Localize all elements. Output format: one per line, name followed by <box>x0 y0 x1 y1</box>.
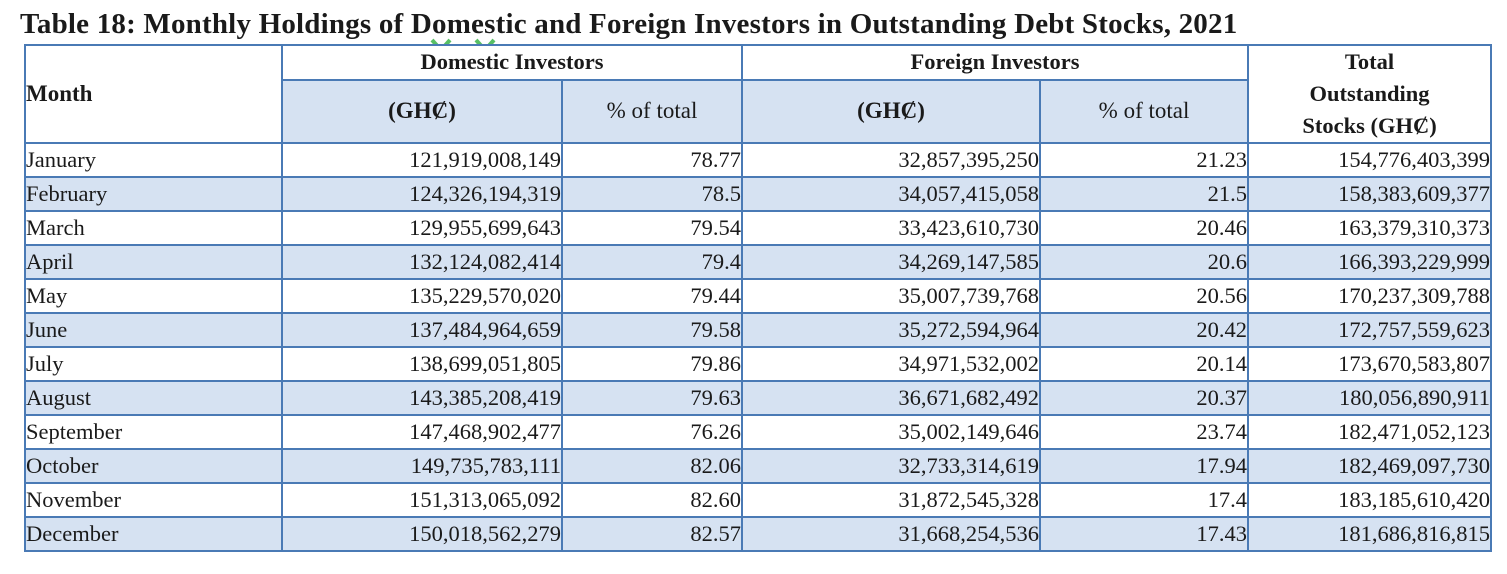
total-amount-cell: 173,670,583,807 <box>1247 346 1493 382</box>
domestic-ghc-header: (GHȻ) <box>281 78 563 145</box>
foreign-amount-cell: 34,269,147,585 <box>741 244 1041 280</box>
foreign-pct-cell: 17.94 <box>1038 448 1250 484</box>
total-header-line: Outstanding <box>1309 81 1430 106</box>
total-amount-cell: 163,379,310,373 <box>1247 210 1493 246</box>
foreign-pct-cell: 21.5 <box>1038 176 1250 212</box>
foreign-pct-cell: 20.6 <box>1038 244 1250 280</box>
domestic-pct-cell: 79.58 <box>561 312 743 348</box>
total-amount-cell: 181,686,816,815 <box>1247 516 1493 552</box>
total-amount-cell: 172,757,559,623 <box>1247 312 1493 348</box>
month-cell: June <box>24 312 283 348</box>
month-column-header: Month <box>24 44 283 144</box>
table-row: May 135,229,570,020 79.44 35,007,739,768 20.… <box>24 278 1493 314</box>
domestic-pct-cell: 79.44 <box>561 278 743 314</box>
domestic-pct-cell: 78.5 <box>561 176 743 212</box>
foreign-pct-cell: 17.43 <box>1038 516 1250 552</box>
foreign-pct-cell: 23.74 <box>1038 414 1250 450</box>
total-amount-cell: 166,393,229,999 <box>1247 244 1493 280</box>
domestic-amount-cell: 151,313,065,092 <box>281 482 563 518</box>
month-cell: November <box>24 482 283 518</box>
month-cell: January <box>24 142 283 178</box>
domestic-pct-cell: 79.4 <box>561 244 743 280</box>
month-cell: February <box>24 176 283 212</box>
table-row: January 121,919,008,149 78.77 32,857,395,25… <box>24 142 1493 178</box>
domestic-pct-cell: 82.60 <box>561 482 743 518</box>
month-cell: August <box>24 380 283 416</box>
foreign-pct-cell: 17.4 <box>1038 482 1250 518</box>
domestic-pct-cell: 82.06 <box>561 448 743 484</box>
table-row: June 137,484,964,659 79.58 35,272,594,964 20… <box>24 312 1493 348</box>
total-amount-cell: 158,383,609,377 <box>1247 176 1493 212</box>
month-cell: April <box>24 244 283 280</box>
foreign-amount-cell: 31,668,254,536 <box>741 516 1041 552</box>
foreign-amount-cell: 35,007,739,768 <box>741 278 1041 314</box>
domestic-amount-cell: 149,735,783,111 <box>281 448 563 484</box>
domestic-pct-cell: 79.86 <box>561 346 743 382</box>
table-row: August 143,385,208,419 79.63 36,671,682,492… <box>24 380 1493 416</box>
foreign-ghc-header: (GHȻ) <box>741 78 1041 145</box>
foreign-amount-cell: 36,671,682,492 <box>741 380 1041 416</box>
foreign-pct-cell: 20.37 <box>1038 380 1250 416</box>
domestic-amount-cell: 124,326,194,319 <box>281 176 563 212</box>
month-cell: December <box>24 516 283 552</box>
domestic-amount-cell: 129,955,699,643 <box>281 210 563 246</box>
foreign-amount-cell: 33,423,610,730 <box>741 210 1041 246</box>
table-row: February 124,326,194,319 78.5 34,057,415,05… <box>24 176 1493 212</box>
domestic-pct-cell: 79.54 <box>561 210 743 246</box>
month-cell: March <box>24 210 283 246</box>
table-row: April 132,124,082,414 79.4 34,269,147,585 20… <box>24 244 1493 280</box>
table-row: November 151,313,065,092 82.60 31,872,545,3… <box>24 482 1493 518</box>
domestic-amount-cell: 132,124,082,414 <box>281 244 563 280</box>
foreign-amount-cell: 35,272,594,964 <box>741 312 1041 348</box>
table-title: Table 18: Monthly Holdings of Domestic a… <box>20 8 1238 40</box>
total-amount-cell: 183,185,610,420 <box>1247 482 1493 518</box>
domestic-amount-cell: 143,385,208,419 <box>281 380 563 416</box>
foreign-amount-cell: 35,002,149,646 <box>741 414 1041 450</box>
domestic-amount-cell: 135,229,570,020 <box>281 278 563 314</box>
foreign-pct-cell: 20.46 <box>1038 210 1250 246</box>
table-row: July 138,699,051,805 79.86 34,971,532,002 20… <box>24 346 1493 382</box>
domestic-investors-header: Domestic Investors <box>281 44 743 81</box>
foreign-pct-cell: 20.42 <box>1038 312 1250 348</box>
total-header-line: Total <box>1344 49 1395 74</box>
total-outstanding-header: Total Outstanding Stocks (GHȻ) <box>1247 44 1493 144</box>
month-cell: September <box>24 414 283 450</box>
domestic-pct-cell: 78.77 <box>561 142 743 178</box>
holdings-table: Month Domestic Investors Foreign Investo… <box>24 44 1493 552</box>
table-body: January 121,919,008,149 78.77 32,857,395,25… <box>24 142 1493 552</box>
total-header-line: Stocks (GHȻ) <box>1302 113 1437 138</box>
domestic-amount-cell: 147,468,902,477 <box>281 414 563 450</box>
domestic-amount-cell: 150,018,562,279 <box>281 516 563 552</box>
domestic-amount-cell: 138,699,051,805 <box>281 346 563 382</box>
foreign-pct-cell: 20.14 <box>1038 346 1250 382</box>
month-cell: October <box>24 448 283 484</box>
foreign-amount-cell: 31,872,545,328 <box>741 482 1041 518</box>
domestic-pct-cell: 79.63 <box>561 380 743 416</box>
foreign-amount-cell: 32,857,395,250 <box>741 142 1041 178</box>
domestic-pct-cell: 82.57 <box>561 516 743 552</box>
foreign-pct-cell: 20.56 <box>1038 278 1250 314</box>
table-row: October 149,735,783,111 82.06 32,733,314,61… <box>24 448 1493 484</box>
foreign-amount-cell: 34,971,532,002 <box>741 346 1041 382</box>
total-amount-cell: 180,056,890,911 <box>1247 380 1493 416</box>
table-row: March 129,955,699,643 79.54 33,423,610,730 2… <box>24 210 1493 246</box>
domestic-pct-cell: 76.26 <box>561 414 743 450</box>
domestic-amount-cell: 121,919,008,149 <box>281 142 563 178</box>
month-cell: July <box>24 346 283 382</box>
foreign-amount-cell: 32,733,314,619 <box>741 448 1041 484</box>
table-row: September 147,468,902,477 76.26 35,002,149,… <box>24 414 1493 450</box>
domestic-amount-cell: 137,484,964,659 <box>281 312 563 348</box>
total-amount-cell: 154,776,403,399 <box>1247 142 1493 178</box>
total-amount-cell: 182,471,052,123 <box>1247 414 1493 450</box>
domestic-pct-header: % of total <box>561 78 743 145</box>
month-cell: May <box>24 278 283 314</box>
foreign-investors-header: Foreign Investors <box>740 44 1250 81</box>
foreign-pct-cell: 21.23 <box>1038 142 1250 178</box>
foreign-pct-header: % of total <box>1038 78 1250 145</box>
total-amount-cell: 170,237,309,788 <box>1247 278 1493 314</box>
table-row: December 150,018,562,279 82.57 31,668,254,5… <box>24 516 1493 552</box>
total-amount-cell: 182,469,097,730 <box>1247 448 1493 484</box>
foreign-amount-cell: 34,057,415,058 <box>741 176 1041 212</box>
